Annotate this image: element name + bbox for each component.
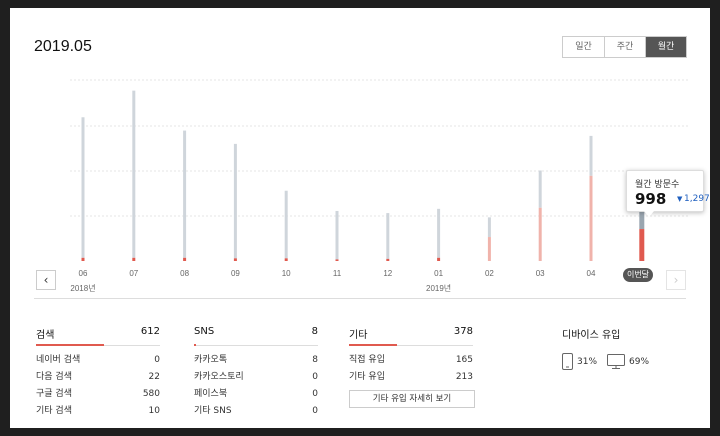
- mobile-icon: [562, 353, 573, 370]
- bar: [538, 170, 542, 208]
- device-mobile: 31%: [562, 353, 597, 370]
- current-month-badge: 이번달: [623, 268, 653, 282]
- bar-highlight: [639, 229, 645, 261]
- device-pc: 69%: [607, 354, 649, 369]
- x-tick-label: 10: [282, 269, 291, 278]
- source-total: 612: [140, 326, 160, 337]
- page-title: 2019.05: [34, 38, 92, 55]
- bar: [183, 130, 187, 258]
- list-item: 기타 검색 10: [36, 406, 160, 416]
- tab-weekly[interactable]: 주간: [604, 37, 645, 57]
- list-item: 카카오스토리 0: [194, 372, 318, 382]
- year-label: 2019년: [426, 283, 451, 293]
- x-tick-label: 06: [79, 269, 88, 278]
- tooltip-value: 998: [635, 190, 667, 208]
- source-share-bar: [36, 344, 160, 346]
- down-arrow-icon: ▼: [677, 195, 683, 203]
- bar-highlight: [81, 257, 85, 261]
- list-item: 기타 유입 213: [349, 372, 473, 382]
- source-total: 8: [311, 326, 318, 337]
- pc-percent: 69%: [629, 356, 650, 367]
- bar-highlight: [589, 175, 593, 261]
- source-search: 검색 612 네이버 검색 0 다음 검색 22 구글 검색 580 기타 검색 10: [36, 326, 160, 420]
- bar-highlight: [335, 259, 339, 261]
- etc-detail-button[interactable]: 기타 유입 자세히 보기: [349, 390, 475, 408]
- source-title: SNS: [194, 326, 215, 337]
- tab-monthly[interactable]: 월간: [645, 37, 686, 57]
- bar: [284, 190, 288, 259]
- x-tick-label: 07: [129, 269, 138, 278]
- bar-highlight: [437, 257, 441, 261]
- x-tick-label: 04: [587, 269, 596, 278]
- list-item: 페이스북 0: [194, 389, 318, 399]
- prev-month-button[interactable]: ‹: [36, 270, 56, 290]
- x-tick-label: 11: [333, 269, 342, 278]
- x-tick-label: 12: [383, 269, 392, 278]
- source-etc: 기타 378 직접 유입 165 기타 유입 213 기타 유입 자세히 보기: [349, 326, 475, 408]
- x-tick-label: 09: [231, 269, 240, 278]
- bar: [589, 135, 593, 176]
- list-item: 네이버 검색 0: [36, 355, 160, 365]
- tooltip-caret: [644, 211, 654, 217]
- tab-daily[interactable]: 일간: [563, 37, 604, 57]
- source-title: 검색: [36, 330, 55, 341]
- bar-highlight: [487, 237, 491, 261]
- bar: [386, 213, 390, 259]
- source-title: 기타: [349, 330, 368, 341]
- monitor-icon: [607, 354, 626, 369]
- chart-divider: [34, 298, 686, 299]
- bar: [81, 117, 85, 258]
- visits-tooltip: 월간 방문수 998 ▼ 1,297: [626, 170, 710, 217]
- bar: [437, 208, 441, 258]
- period-toggle: 일간 주간 월간: [562, 36, 687, 58]
- device-title: 디바이스 유입: [562, 330, 621, 341]
- next-month-button[interactable]: ›: [666, 270, 686, 290]
- device-breakdown: 디바이스 유입 31% 69%: [562, 326, 659, 370]
- source-share-bar: [194, 344, 318, 346]
- list-item: 다음 검색 22: [36, 372, 160, 382]
- bar-highlight: [132, 257, 136, 261]
- chevron-left-icon: ‹: [43, 273, 49, 287]
- x-tick-label: 02: [485, 269, 494, 278]
- bar: [487, 217, 491, 238]
- bar: [335, 210, 339, 260]
- bar-highlight: [183, 257, 187, 261]
- tooltip-label: 월간 방문수: [635, 180, 680, 190]
- bar-highlight: [386, 258, 390, 261]
- list-item: 구글 검색 580: [36, 389, 160, 399]
- x-tick-label: 01: [434, 269, 443, 278]
- list-item: 카카오톡 8: [194, 355, 318, 365]
- source-sns: SNS 8 카카오톡 8 카카오스토리 0 페이스북 0 기타 SNS 0: [194, 326, 318, 420]
- bar: [639, 207, 645, 230]
- x-tick-label: 08: [180, 269, 189, 278]
- x-tick-label: 03: [536, 269, 545, 278]
- stats-panel: 2019.05 일간 주간 월간 06 07 08 09 10 11 12 01 02 03 04 2…: [10, 8, 710, 428]
- bar-highlight: [538, 207, 542, 261]
- visitor-chart: 06 07 08 09 10 11 12 01 02 03 04 2018년 2019년: [70, 79, 690, 293]
- bar: [233, 143, 237, 259]
- bar-highlight: [284, 258, 288, 261]
- tooltip-prev-value: 1,297: [684, 194, 710, 204]
- source-share-bar: [349, 344, 473, 346]
- mobile-percent: 31%: [577, 356, 598, 367]
- bar: [132, 90, 136, 258]
- bar-highlight: [233, 258, 237, 261]
- list-item: 직접 유입 165: [349, 355, 473, 365]
- source-total: 378: [453, 326, 473, 337]
- year-label: 2018년: [70, 283, 95, 293]
- list-item: 기타 SNS 0: [194, 406, 318, 416]
- chevron-right-icon: ›: [673, 273, 679, 287]
